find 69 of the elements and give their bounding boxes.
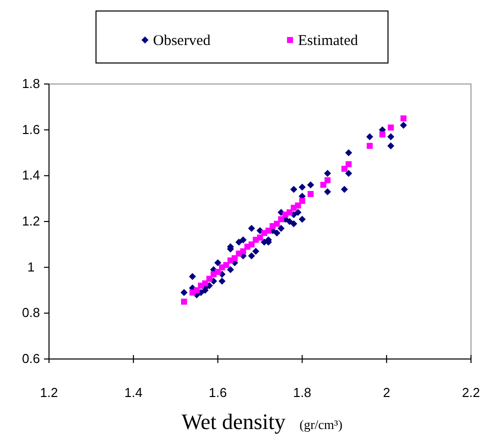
point [181,298,188,305]
point [248,252,256,260]
point [206,276,212,282]
x-tick-label: 1.4 [124,385,142,400]
point [180,289,188,296]
point [274,220,280,227]
legend-label: Observed [153,33,211,49]
point [188,273,196,280]
point [294,202,301,208]
y-tick-label: 1 [27,259,35,274]
point [345,149,352,156]
point [387,142,394,150]
point [286,218,294,225]
point [214,268,221,275]
point [324,170,332,177]
point [320,182,326,188]
legend-label: Estimated [298,33,358,49]
y-tick-label: 1.6 [22,122,40,137]
point [273,229,280,236]
x-tick-label: 2 [382,385,390,400]
point [387,133,394,140]
point [346,161,352,168]
x-tick-label: 1.2 [40,385,58,400]
y-tick-label: 0.8 [22,305,40,320]
point [324,188,332,196]
y-tick-label: 1.8 [22,76,40,91]
point [252,248,260,255]
point [388,124,394,131]
point [248,224,256,232]
point [265,228,272,234]
point [218,278,226,285]
point [235,238,242,246]
point [341,166,348,172]
point [366,133,374,140]
point [345,170,352,177]
point [299,198,306,204]
point [257,234,263,241]
point [278,224,285,232]
point [194,287,200,294]
point [214,259,222,266]
y-tick-label: 1.4 [22,168,40,183]
point [379,131,386,138]
point [226,266,234,274]
x-tick-label: 1.8 [293,385,312,400]
point [340,186,348,193]
point [366,142,373,149]
point [290,186,298,193]
point [286,209,293,216]
point [232,255,238,262]
point [290,220,298,228]
x-axis-title: Wet density (gr/cm³) [182,409,342,434]
point [248,241,255,248]
x-tick-label: 1.6 [208,385,227,400]
x-tick-label: 2.2 [462,385,480,400]
point [400,122,407,129]
y-tick-label: 1.2 [22,214,40,228]
point [240,236,247,244]
point [400,115,406,122]
point [223,262,230,268]
point [298,216,306,223]
y-tick-label: 0.6 [22,351,40,366]
point [307,181,314,188]
point [298,184,306,191]
point [324,177,331,184]
point [278,216,284,222]
point [308,191,314,197]
point [294,208,302,216]
point [202,280,208,286]
point [240,248,246,254]
